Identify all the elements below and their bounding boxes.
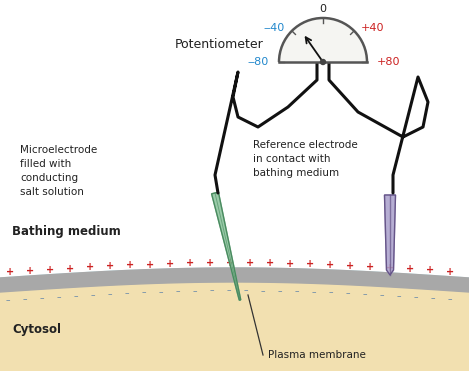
- Text: +: +: [386, 263, 394, 273]
- Text: +: +: [346, 261, 354, 271]
- Text: +: +: [266, 258, 274, 268]
- Polygon shape: [0, 282, 469, 371]
- Text: Bathing medium: Bathing medium: [12, 226, 121, 239]
- Text: –: –: [312, 288, 316, 297]
- Text: Plasma membrane: Plasma membrane: [268, 350, 366, 360]
- Text: +: +: [426, 265, 434, 275]
- Text: –: –: [74, 292, 78, 301]
- Text: +: +: [366, 262, 374, 272]
- Polygon shape: [385, 195, 395, 275]
- Text: +: +: [146, 260, 154, 270]
- Text: –: –: [125, 289, 129, 298]
- Text: +: +: [286, 259, 294, 269]
- Text: –: –: [210, 287, 214, 296]
- Text: +: +: [66, 263, 74, 273]
- Text: +: +: [306, 259, 314, 269]
- Text: –: –: [193, 287, 197, 296]
- Text: +40: +40: [361, 23, 385, 33]
- Polygon shape: [212, 192, 241, 300]
- Text: +: +: [406, 264, 414, 274]
- Text: –: –: [363, 290, 367, 299]
- Text: –: –: [40, 294, 44, 303]
- Text: +80: +80: [377, 57, 401, 67]
- Text: +: +: [26, 266, 34, 276]
- Text: +: +: [246, 258, 254, 268]
- Text: –: –: [448, 295, 452, 304]
- Text: +: +: [86, 262, 94, 272]
- Text: –: –: [244, 286, 248, 296]
- Text: –: –: [176, 287, 180, 296]
- Text: –: –: [329, 289, 333, 298]
- Polygon shape: [0, 268, 469, 292]
- Text: –: –: [142, 288, 146, 297]
- Text: +: +: [46, 265, 54, 275]
- Text: –: –: [346, 289, 350, 298]
- Text: ‒40: ‒40: [264, 23, 285, 33]
- Text: –: –: [414, 293, 418, 302]
- Text: Reference electrode
in contact with
bathing medium: Reference electrode in contact with bath…: [253, 140, 358, 178]
- Text: Potentiometer: Potentiometer: [175, 37, 264, 50]
- Text: –: –: [380, 291, 384, 300]
- Text: Microelectrode
filled with
conducting
salt solution: Microelectrode filled with conducting sa…: [20, 145, 97, 197]
- Polygon shape: [0, 268, 469, 371]
- Text: –: –: [159, 288, 163, 297]
- Text: +: +: [126, 260, 134, 270]
- Text: –: –: [261, 287, 265, 296]
- Text: –: –: [295, 288, 299, 296]
- Text: –: –: [108, 290, 112, 299]
- Text: –: –: [6, 296, 10, 305]
- Text: Cytosol: Cytosol: [12, 324, 61, 336]
- Text: 0: 0: [319, 4, 326, 14]
- Text: –: –: [278, 287, 282, 296]
- Text: +: +: [446, 267, 454, 277]
- Text: +: +: [326, 260, 334, 270]
- Text: –: –: [57, 293, 61, 302]
- Text: –: –: [23, 295, 27, 304]
- Text: +: +: [166, 259, 174, 269]
- Text: –: –: [431, 294, 435, 303]
- Circle shape: [320, 59, 325, 65]
- Text: –: –: [227, 286, 231, 296]
- Text: +: +: [226, 258, 234, 268]
- Text: –: –: [397, 292, 401, 301]
- Text: +: +: [6, 267, 14, 278]
- Text: ‒80: ‒80: [248, 57, 269, 67]
- Wedge shape: [279, 18, 367, 62]
- Text: +: +: [106, 261, 114, 271]
- Text: +: +: [186, 259, 194, 269]
- Text: +: +: [206, 258, 214, 268]
- Text: –: –: [91, 290, 95, 300]
